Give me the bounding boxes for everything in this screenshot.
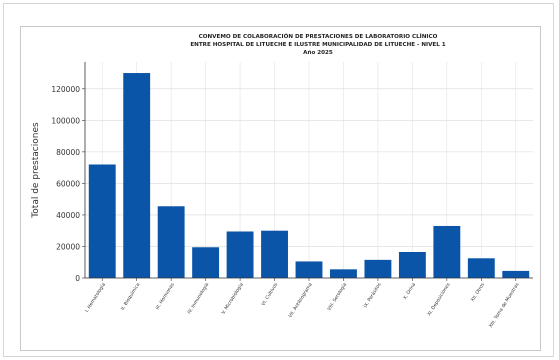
y-tick-label: 60000 xyxy=(56,179,80,188)
bar xyxy=(88,164,116,278)
grid-lines xyxy=(85,62,533,279)
chart-title-line-1: CONVEMO DE COLABORACIÓN DE PRESTACIONES … xyxy=(199,32,438,40)
bar xyxy=(502,270,530,278)
bar xyxy=(261,230,288,278)
bar xyxy=(123,73,151,278)
x-tick-label: XII. Otros xyxy=(470,281,487,303)
chart-title-line-2: ENTRE HOSPITAL DE LITUECHE E ILUSTRE MUN… xyxy=(190,42,445,48)
axes xyxy=(82,62,533,281)
x-tick-label: XI. Deposiciones xyxy=(426,281,452,317)
bar xyxy=(364,259,392,278)
y-tick-labels: 0 20000 40000 60000 80000 100000 120000 xyxy=(51,85,80,283)
y-tick-label: 120000 xyxy=(51,85,80,94)
bars xyxy=(88,73,530,278)
x-tick-label: VII. Antibiograma xyxy=(288,282,314,319)
chart-title: CONVEMO DE COLABORACIÓN DE PRESTACIONES … xyxy=(190,32,445,56)
x-tick-label: IV. Inmunología xyxy=(186,281,211,315)
x-tick-label: III. Hormonas xyxy=(155,281,177,311)
bar xyxy=(330,269,357,278)
y-tick-label: 0 xyxy=(75,274,80,283)
x-tick-label: II. Bioquímica xyxy=(119,281,141,311)
x-tick-label: X. Orina xyxy=(402,282,417,301)
chart-title-line-3: Año 2025 xyxy=(303,50,333,56)
x-tick-label: VIII. Serología xyxy=(325,281,348,312)
bar xyxy=(467,258,495,278)
bar xyxy=(192,247,220,278)
y-tick-label: 80000 xyxy=(56,148,80,157)
x-tick-label: XIII. Toma de Muestras xyxy=(488,281,521,329)
x-tick-label: V. Microbiología xyxy=(220,281,245,315)
bar xyxy=(398,251,426,278)
x-tick-label: IX. Parásitos xyxy=(362,281,383,309)
x-tick-labels: I. Hematología II. Bioquímica III. Hormona… xyxy=(83,281,521,329)
bar xyxy=(295,261,323,278)
bar xyxy=(157,206,185,278)
x-tick-label: I. Hematología xyxy=(83,281,107,313)
bar xyxy=(433,225,461,278)
bar xyxy=(226,231,254,278)
y-tick-label: 20000 xyxy=(56,242,80,251)
y-tick-label: 40000 xyxy=(56,211,80,220)
y-tick-label: 100000 xyxy=(51,116,80,125)
x-tick-label: VI. Cultivos xyxy=(260,281,279,307)
y-axis-label: Total de prestaciones xyxy=(31,122,41,219)
